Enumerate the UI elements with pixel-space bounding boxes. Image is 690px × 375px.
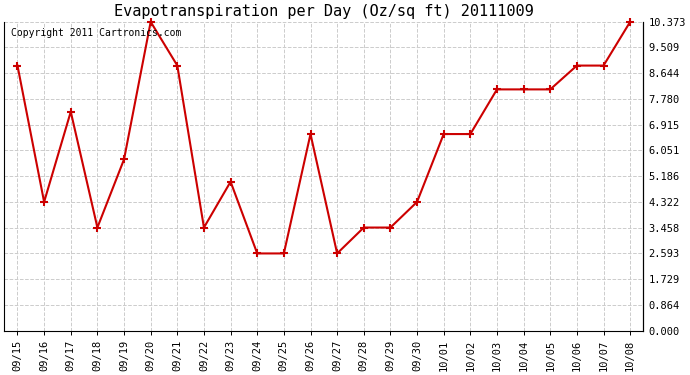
Title: Evapotranspiration per Day (Oz/sq ft) 20111009: Evapotranspiration per Day (Oz/sq ft) 20…: [114, 4, 533, 19]
Text: Copyright 2011 Cartronics.com: Copyright 2011 Cartronics.com: [10, 28, 181, 38]
